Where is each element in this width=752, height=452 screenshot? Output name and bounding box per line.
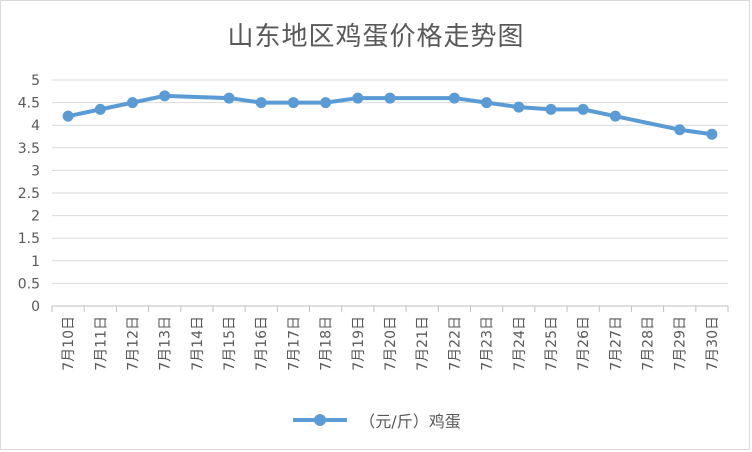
- x-tick-label: 7月20日: [383, 316, 399, 371]
- x-tick-label: 7月28日: [641, 316, 657, 371]
- y-tick-label: 1.5: [18, 231, 40, 247]
- x-tick-label-group: 7月19日: [351, 316, 367, 371]
- y-tick-label: 2: [31, 209, 40, 225]
- x-tick-label-group: 7月12日: [125, 316, 141, 371]
- x-tick-label: 7月29日: [673, 316, 689, 371]
- x-tick-label: 7月22日: [447, 316, 463, 371]
- x-tick-label-group: 7月29日: [673, 316, 689, 371]
- y-tick-label: 0.5: [18, 276, 40, 292]
- x-tick-label-group: 7月23日: [480, 316, 496, 371]
- x-tick-label-group: 7月24日: [512, 316, 528, 371]
- x-tick-label-group: 7月30日: [705, 316, 721, 371]
- data-point: [384, 92, 396, 104]
- x-tick-label: 7月19日: [351, 316, 367, 371]
- data-point: [706, 128, 718, 140]
- x-tick-label-group: 7月21日: [415, 316, 431, 371]
- data-point: [352, 92, 364, 104]
- x-tick-label: 7月12日: [125, 316, 141, 371]
- x-tick-label-group: 7月13日: [158, 316, 174, 371]
- x-axis-tick-labels: 7月10日 7月11日 7月12日 7月13日 7月14日 7月15日 7月16日 7月17日…: [61, 316, 721, 371]
- y-tick-label: 3.5: [18, 141, 40, 157]
- x-tick-label: 7月10日: [61, 316, 77, 371]
- data-point: [513, 101, 525, 113]
- data-point: [62, 110, 74, 122]
- x-tick-label-group: 7月27日: [608, 316, 624, 371]
- y-tick-label: 5: [31, 73, 40, 89]
- x-tick-label: 7月17日: [286, 316, 302, 371]
- x-tick-label: 7月30日: [705, 316, 721, 371]
- chart-title: 山东地区鸡蛋价格走势图: [227, 22, 525, 52]
- x-tick-label: 7月13日: [158, 316, 174, 371]
- data-point: [481, 97, 493, 109]
- x-tick-label: 7月15日: [222, 316, 238, 371]
- y-tick-label: 4.5: [18, 96, 40, 112]
- x-tick-label-group: 7月22日: [447, 316, 463, 371]
- legend-label: （元/斤）鸡蛋: [359, 412, 461, 431]
- x-tick-label-group: 7月18日: [319, 316, 335, 371]
- data-point: [674, 124, 686, 136]
- x-tick-label-group: 7月28日: [641, 316, 657, 371]
- x-tick-label-group: 7月15日: [222, 316, 238, 371]
- data-point: [159, 90, 171, 102]
- data-point: [577, 103, 589, 115]
- y-tick-label: 1: [31, 254, 40, 270]
- x-tick-label: 7月27日: [608, 316, 624, 371]
- x-tick-label: 7月21日: [415, 316, 431, 371]
- data-point: [609, 110, 621, 122]
- y-tick-label: 3: [31, 163, 40, 179]
- gridlines: [52, 79, 728, 284]
- x-tick-label: 7月26日: [576, 316, 592, 371]
- x-tick-label: 7月16日: [254, 316, 270, 371]
- x-tick-label-group: 7月20日: [383, 316, 399, 371]
- x-tick-label: 7月25日: [544, 316, 560, 371]
- x-tick-label: 7月14日: [190, 316, 206, 371]
- data-point: [223, 92, 235, 104]
- x-tick-label-group: 7月11日: [93, 316, 109, 371]
- x-tick-label: 7月18日: [319, 316, 335, 371]
- y-tick-label: 2.5: [18, 186, 40, 202]
- y-tick-label: 4: [31, 118, 40, 134]
- legend: （元/斤）鸡蛋: [0, 408, 752, 432]
- x-tick-label-group: 7月25日: [544, 316, 560, 371]
- series-layer: [62, 90, 718, 140]
- y-tick-label: 0: [31, 299, 40, 315]
- x-axis: [51, 305, 729, 312]
- data-point: [448, 92, 460, 104]
- data-point: [287, 97, 299, 109]
- data-point: [320, 97, 332, 109]
- x-tick-label-group: 7月26日: [576, 316, 592, 371]
- data-point: [255, 97, 267, 109]
- x-tick-label-group: 7月16日: [254, 316, 270, 371]
- x-tick-label: 7月23日: [480, 316, 496, 371]
- legend-marker: [293, 414, 348, 426]
- y-axis-tick-labels: 0 0.5 1 1.5 2 2.5 3 3.5 4 4.5 5: [18, 73, 40, 315]
- data-point: [545, 103, 557, 115]
- x-tick-label-group: 7月10日: [61, 316, 77, 371]
- x-tick-label: 7月11日: [93, 316, 109, 371]
- x-tick-label: 7月24日: [512, 316, 528, 371]
- x-tick-label-group: 7月14日: [190, 316, 206, 371]
- data-point: [94, 103, 106, 115]
- x-tick-label-group: 7月17日: [286, 316, 302, 371]
- data-point: [126, 97, 138, 109]
